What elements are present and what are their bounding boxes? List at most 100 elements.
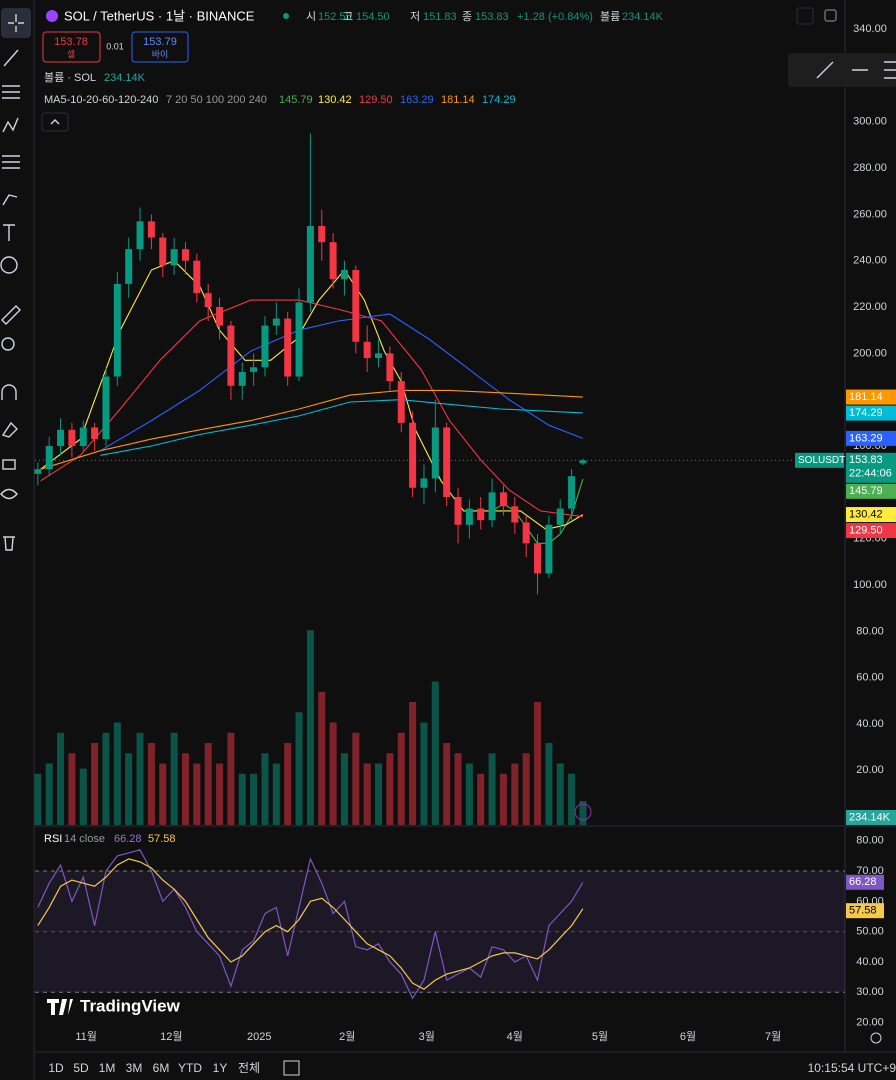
candle-body	[568, 476, 576, 509]
candle-body	[477, 508, 485, 521]
clock: 10:15:54 UTC+9	[808, 1061, 896, 1075]
price-tag	[846, 430, 896, 446]
volume-bar	[568, 773, 576, 825]
low-label: 저	[410, 10, 420, 23]
candle-body	[181, 249, 189, 261]
timeframe-button[interactable]: 1D	[48, 1061, 64, 1075]
volume-bar	[181, 753, 189, 825]
y-tick-label: 300.00	[853, 116, 887, 128]
y-tick-label: 40.00	[856, 718, 884, 730]
candle-body	[102, 376, 110, 440]
brush-tool[interactable]	[2, 194, 18, 206]
y-tick-label: 240.00	[853, 255, 887, 267]
timeframe-button[interactable]: 전체	[238, 1061, 260, 1075]
candle-body	[499, 492, 507, 507]
change-pct: (+0.84%)	[548, 11, 593, 23]
candle-body	[511, 506, 519, 523]
fib-tool[interactable]	[2, 155, 20, 169]
rsi-tag-label: 66.28	[849, 876, 877, 888]
volume-bar	[159, 763, 167, 825]
change: +1.28	[517, 11, 545, 23]
lock-tool[interactable]	[2, 459, 16, 470]
y-tick-label: 100.00	[853, 579, 887, 591]
volume-bar	[499, 773, 507, 825]
zoom-tool[interactable]	[1, 337, 15, 351]
volume-bar	[397, 732, 405, 825]
logo-icon	[47, 999, 73, 1015]
volume-legend: 볼륨 · SOL	[44, 71, 96, 84]
volume-bar	[91, 743, 99, 825]
price-tag-label: 174.29	[849, 407, 883, 419]
rsi-legend-value: 66.28	[114, 833, 142, 845]
volume-bar	[488, 753, 496, 825]
sell-button[interactable]	[42, 31, 101, 63]
magnet-tool[interactable]	[1, 384, 17, 400]
volume-bar	[238, 773, 246, 825]
timeframe-button[interactable]: 1M	[99, 1061, 116, 1075]
ruler-tool[interactable]	[1, 305, 21, 325]
candle-body	[91, 427, 99, 440]
lock-draw-tool[interactable]	[1, 421, 18, 438]
candle-body	[79, 427, 87, 447]
maximize-button[interactable]	[824, 9, 837, 22]
candle-body	[125, 249, 133, 284]
rsi-params: 14 close	[64, 833, 105, 845]
volume-legend-value: 234.14K	[104, 72, 146, 84]
buy-button[interactable]	[131, 31, 189, 63]
ma-legend-value: 129.50	[359, 94, 393, 106]
emoji-tool[interactable]	[0, 256, 18, 274]
date-range-button[interactable]	[283, 1060, 300, 1076]
candle-body	[147, 221, 155, 238]
candle-body	[397, 381, 405, 423]
pattern-tool[interactable]	[2, 117, 19, 133]
rsi-legend: RSI	[44, 833, 62, 845]
volume-bar	[57, 732, 65, 825]
volume-bar	[465, 763, 473, 825]
timeframe-button[interactable]: 5D	[73, 1061, 89, 1075]
volume-bar	[386, 753, 394, 825]
minimize-button[interactable]	[796, 7, 814, 25]
candle-body	[136, 221, 144, 250]
timeframe-button[interactable]: 3M	[126, 1061, 143, 1075]
volume-bar	[216, 763, 224, 825]
candle-body	[352, 269, 360, 342]
timeframe-button[interactable]: YTD	[178, 1061, 202, 1075]
volume-bar	[113, 722, 121, 825]
x-tick-label: 2025	[247, 1031, 271, 1043]
rsi-tick-label: 50.00	[856, 926, 884, 938]
collapse-button[interactable]	[41, 112, 69, 132]
timeframe-button[interactable]: 1Y	[213, 1061, 228, 1075]
candle-body	[250, 367, 258, 372]
trendline-tool[interactable]	[3, 49, 19, 67]
y-tick-label: 200.00	[853, 347, 887, 359]
events-icon[interactable]	[574, 803, 592, 821]
price-tag-label: 181.14	[849, 391, 883, 403]
left-toolbar	[0, 0, 35, 1080]
crosshair-tool[interactable]	[1, 8, 31, 38]
symbol-icon	[46, 10, 58, 22]
price-tag-label: 130.42	[849, 508, 883, 520]
text-tool[interactable]	[3, 224, 15, 241]
volume-bar	[329, 722, 337, 825]
trash-tool[interactable]	[3, 536, 15, 551]
candle-body	[113, 283, 121, 377]
volume-bar	[306, 630, 314, 825]
rsi-ma-legend-value: 57.58	[148, 833, 176, 845]
symbol[interactable]: SOL / TetherUS · 1날 · BINANCE	[64, 8, 255, 23]
floating-toolbar-icons[interactable]	[816, 61, 896, 79]
volume-bar	[522, 753, 530, 825]
settings-button[interactable]	[870, 1032, 882, 1044]
visibility-tool[interactable]	[0, 488, 18, 500]
volume-bar	[284, 743, 292, 825]
timeframe-button[interactable]: 6M	[153, 1061, 170, 1075]
lines-tool[interactable]	[2, 85, 20, 99]
volume-bar	[250, 773, 258, 825]
candle-body	[272, 318, 280, 326]
volume-bar	[318, 691, 326, 825]
candle-body	[340, 269, 348, 280]
y-tick-label: 60.00	[856, 672, 884, 684]
candle-body	[159, 237, 167, 266]
x-tick-label: 6월	[680, 1030, 696, 1043]
candle-body	[318, 225, 326, 243]
